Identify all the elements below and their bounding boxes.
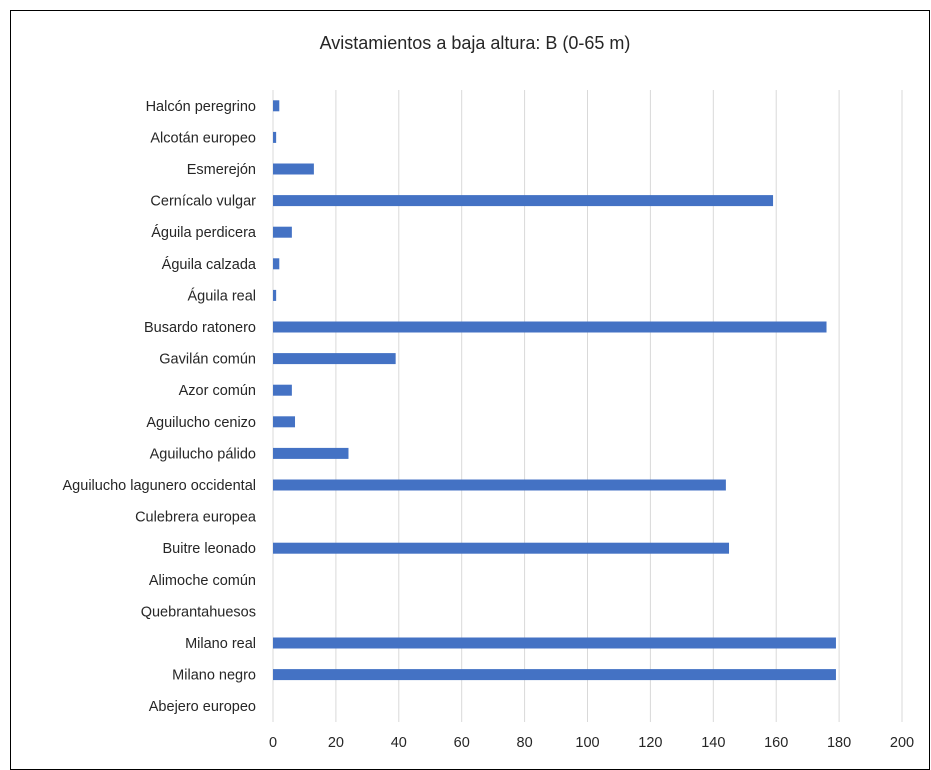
x-tick-label: 20 (328, 735, 344, 751)
bar (273, 289, 277, 301)
x-tick-label: 140 (701, 735, 725, 751)
category-label: Aguilucho pálido (150, 446, 256, 462)
category-label: Azor común (179, 383, 256, 399)
x-tick-labels: 0 20 40 60 80 100 120 140 160 180 200 (269, 735, 914, 751)
chart-title: Avistamientos a baja altura: B (0-65 m) (319, 33, 631, 53)
grid-lines (272, 90, 903, 722)
x-tick-label: 120 (638, 735, 662, 751)
category-label: Milano negro (172, 668, 256, 684)
category-label: Busardo ratonero (144, 320, 256, 336)
x-tick-label: 100 (575, 735, 599, 751)
bar (273, 321, 827, 333)
category-label: Alimoche común (149, 573, 256, 589)
bar (273, 669, 836, 681)
bar (273, 353, 396, 365)
category-labels: Halcón peregrino Alcotán europeo Esmerejón… (63, 99, 257, 715)
category-label: Buitre leonado (162, 541, 256, 557)
x-tick-label: 60 (454, 735, 470, 751)
bar (273, 100, 280, 112)
category-label: Gavilán común (159, 352, 256, 368)
category-label: Quebrantahuesos (141, 604, 256, 620)
bar (273, 637, 836, 649)
x-tick-label: 40 (391, 735, 407, 751)
category-label: Alcotán europeo (150, 130, 256, 146)
category-label: Abejero europeo (149, 699, 256, 715)
bar (273, 542, 730, 554)
category-label: Culebrera europea (135, 510, 257, 526)
bar (273, 195, 774, 207)
category-label: Esmerejón (187, 162, 256, 178)
bar (273, 447, 349, 459)
bar (273, 384, 292, 396)
bar (273, 258, 280, 270)
category-label: Águila real (187, 287, 256, 304)
category-label: Águila perdicera (151, 224, 257, 241)
x-tick-label: 180 (827, 735, 851, 751)
x-tick-label: 200 (890, 735, 914, 751)
x-tick-label: 160 (764, 735, 788, 751)
category-label: Aguilucho lagunero occidental (63, 478, 256, 494)
bar (273, 226, 292, 238)
category-label: Cernícalo vulgar (150, 194, 256, 210)
x-tick-label: 0 (269, 735, 277, 751)
bars (273, 100, 836, 681)
category-label: Águila calzada (162, 256, 257, 273)
bar (273, 479, 726, 491)
category-label: Halcón peregrino (146, 99, 256, 115)
category-label: Milano real (185, 636, 256, 652)
bar (273, 416, 296, 428)
bar (273, 131, 277, 143)
bar (273, 163, 314, 175)
x-tick-label: 80 (517, 735, 533, 751)
category-label: Aguilucho cenizo (146, 415, 256, 431)
